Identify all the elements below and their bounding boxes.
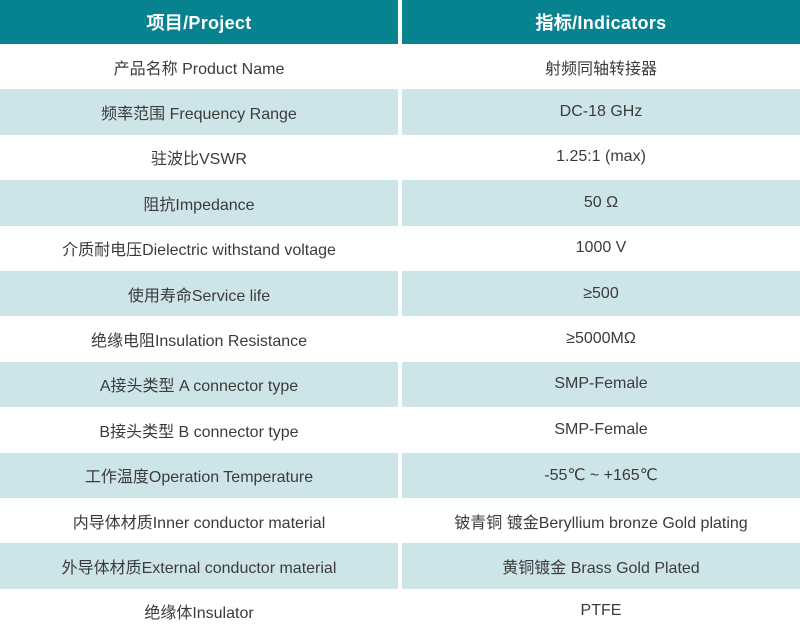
indicator-cell: ≥5000MΩ — [402, 316, 800, 362]
table-row: 介质耐电压Dielectric withstand voltage 1000 V — [0, 225, 800, 271]
table-row: 绝缘电阻Insulation Resistance ≥5000MΩ — [0, 316, 800, 362]
table-row: 外导体材质External conductor material 黄铜镀金 Br… — [0, 543, 800, 589]
indicator-cell: 1.25:1 (max) — [402, 134, 800, 181]
project-cell: 工作温度Operation Temperature — [0, 452, 398, 498]
indicator-cell: PTFE — [402, 588, 800, 634]
indicator-cell: -55℃ ~ +165℃ — [402, 452, 800, 498]
table-row: A接头类型 A connector type SMP-Female — [0, 361, 800, 408]
header-cell-project: 项目/Project — [0, 0, 398, 44]
table-row: 频率范围 Frequency Range DC-18 GHz — [0, 89, 800, 135]
project-cell: 使用寿命Service life — [0, 270, 398, 317]
project-cell: 产品名称 Product Name — [0, 44, 398, 90]
project-cell: 内导体材质Inner conductor material — [0, 497, 398, 544]
project-cell: 绝缘电阻Insulation Resistance — [0, 316, 398, 362]
table-row: 阻抗Impedance 50 Ω — [0, 180, 800, 226]
project-cell: 驻波比VSWR — [0, 134, 398, 181]
indicator-cell: 铍青铜 镀金Beryllium bronze Gold plating — [402, 497, 800, 544]
indicator-cell: 50 Ω — [402, 180, 800, 226]
project-cell: 频率范围 Frequency Range — [0, 89, 398, 135]
project-cell: 介质耐电压Dielectric withstand voltage — [0, 225, 398, 271]
table-row: 绝缘体Insulator PTFE — [0, 588, 800, 634]
table-row: B接头类型 B connector type SMP-Female — [0, 407, 800, 453]
project-cell: B接头类型 B connector type — [0, 407, 398, 453]
project-cell: 外导体材质External conductor material — [0, 543, 398, 589]
indicator-cell: 1000 V — [402, 225, 800, 271]
table-row: 使用寿命Service life ≥500 — [0, 270, 800, 317]
table-row: 产品名称 Product Name 射频同轴转接器 — [0, 44, 800, 90]
indicator-cell: ≥500 — [402, 270, 800, 317]
table-row: 工作温度Operation Temperature -55℃ ~ +165℃ — [0, 452, 800, 498]
table-body: 产品名称 Product Name 射频同轴转接器 频率范围 Frequency… — [0, 44, 800, 634]
project-cell: A接头类型 A connector type — [0, 361, 398, 408]
header-cell-indicators: 指标/Indicators — [402, 0, 800, 44]
table-row: 内导体材质Inner conductor material 铍青铜 镀金Bery… — [0, 497, 800, 544]
indicator-cell: DC-18 GHz — [402, 89, 800, 135]
project-cell: 绝缘体Insulator — [0, 588, 398, 634]
indicator-cell: SMP-Female — [402, 407, 800, 453]
indicator-cell: SMP-Female — [402, 361, 800, 408]
indicator-cell: 射频同轴转接器 — [402, 44, 800, 90]
table-row: 驻波比VSWR 1.25:1 (max) — [0, 134, 800, 181]
table-header-row: 项目/Project 指标/Indicators — [0, 0, 800, 44]
indicator-cell: 黄铜镀金 Brass Gold Plated — [402, 543, 800, 589]
project-cell: 阻抗Impedance — [0, 180, 398, 226]
